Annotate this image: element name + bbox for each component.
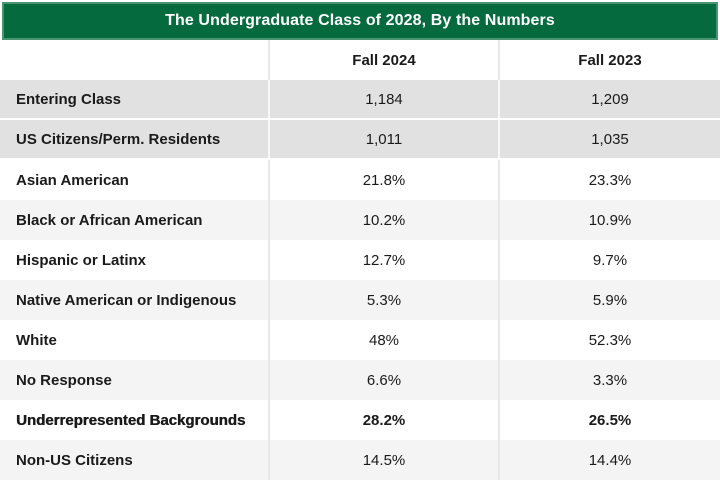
row-value-fall-2024: 21.8%: [270, 160, 500, 200]
column-header-fall-2023: Fall 2023: [578, 51, 642, 69]
row-value-fall-2024: 12.7%: [270, 240, 500, 280]
row-value-fall-2024: 10.2%: [270, 200, 500, 240]
row-value-fall-2023: 10.9%: [500, 200, 720, 240]
table-row: Black or African American 10.2% 10.9%: [0, 200, 720, 240]
row-value-fall-2024: 48%: [270, 320, 500, 360]
table-body: Entering Class 1,184 1,209 US Citizens/P…: [0, 80, 720, 480]
row-label: Native American or Indigenous: [0, 280, 270, 320]
row-label: Hispanic or Latinx: [0, 240, 270, 280]
row-value-fall-2024: 6.6%: [270, 360, 500, 400]
row-value-fall-2024: 1,184: [270, 80, 500, 118]
row-value-fall-2023: 1,035: [500, 120, 720, 158]
row-value-fall-2023: 26.5%: [500, 400, 720, 440]
row-label: Asian American: [0, 160, 270, 200]
row-value-fall-2023: 14.4%: [500, 440, 720, 480]
table-title: The Undergraduate Class of 2028, By the …: [165, 12, 555, 29]
row-value-fall-2024: 1,011: [270, 120, 500, 158]
row-label: Entering Class: [0, 80, 270, 118]
row-value-fall-2024: 5.3%: [270, 280, 500, 320]
row-value-fall-2023: 3.3%: [500, 360, 720, 400]
table-row: Entering Class 1,184 1,209: [0, 80, 720, 120]
row-label: US Citizens/Perm. Residents: [0, 120, 270, 158]
row-label: Non-US Citizens: [0, 440, 270, 480]
row-label: White: [0, 320, 270, 360]
row-value-fall-2024: 28.2%: [270, 400, 500, 440]
table-row: Underrepresented Backgrounds 28.2% 26.5%: [0, 400, 720, 440]
row-value-fall-2023: 9.7%: [500, 240, 720, 280]
column-header-fall-2024: Fall 2024: [270, 40, 500, 80]
row-value-fall-2023: 52.3%: [500, 320, 720, 360]
table-row: White 48% 52.3%: [0, 320, 720, 360]
row-value-fall-2023: 1,209: [500, 80, 720, 118]
row-value-fall-2023: 5.9%: [500, 280, 720, 320]
table-row: Hispanic or Latinx 12.7% 9.7%: [0, 240, 720, 280]
table-row: Native American or Indigenous 5.3% 5.9%: [0, 280, 720, 320]
table-row: Non-US Citizens 14.5% 14.4%: [0, 440, 720, 480]
table-row: No Response 6.6% 3.3%: [0, 360, 720, 400]
table-title-bar: The Undergraduate Class of 2028, By the …: [2, 2, 718, 40]
row-value-fall-2024: 14.5%: [270, 440, 500, 480]
table-row: US Citizens/Perm. Residents 1,011 1,035: [0, 120, 720, 160]
row-label: Underrepresented Backgrounds: [0, 400, 270, 440]
table-row: Asian American 21.8% 23.3%: [0, 160, 720, 200]
column-header-empty: [0, 40, 270, 80]
column-header-row: Fall 2024 Fall 2023: [0, 40, 720, 80]
row-value-fall-2023: 23.3%: [500, 160, 720, 200]
row-label: Black or African American: [0, 200, 270, 240]
row-label: No Response: [0, 360, 270, 400]
